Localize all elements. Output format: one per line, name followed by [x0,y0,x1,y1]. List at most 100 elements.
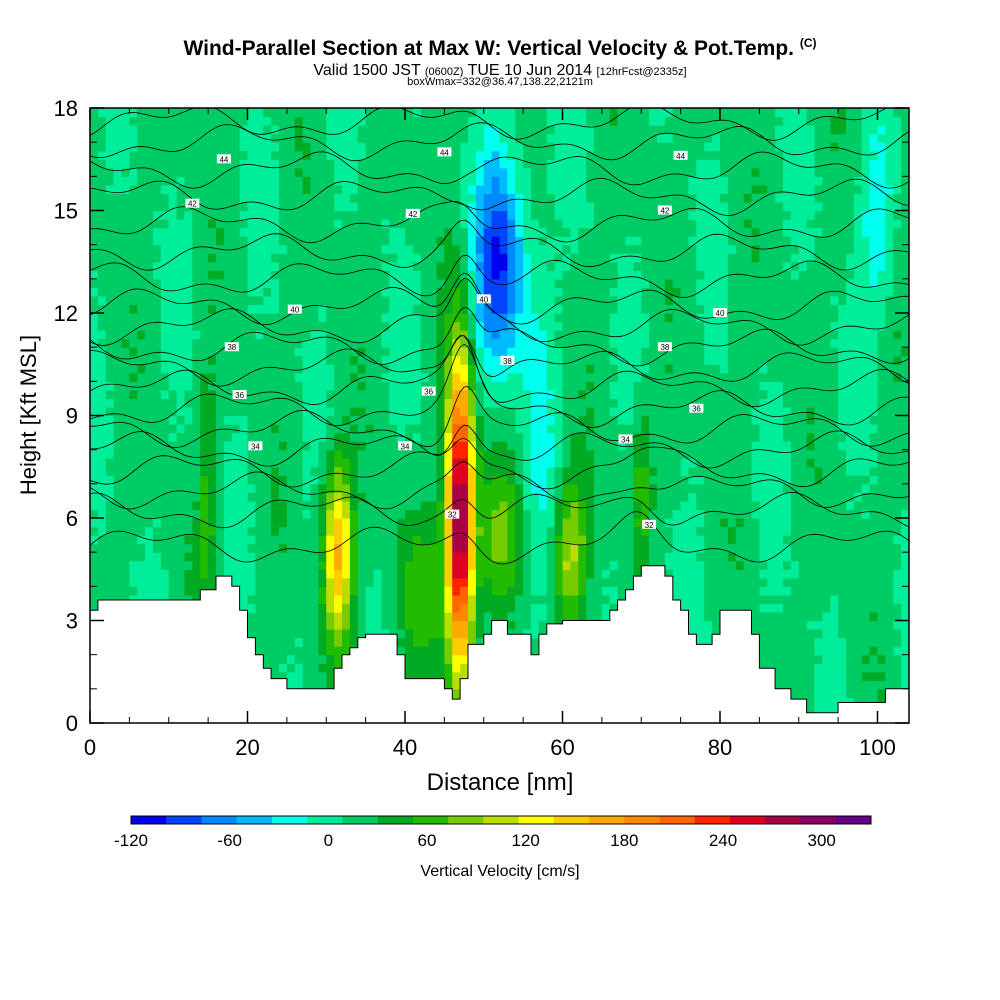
velocity-cell [342,287,351,297]
velocity-cell [239,381,249,391]
velocity-cell [365,475,375,485]
velocity-cell [365,415,375,425]
velocity-cell [483,210,493,220]
velocity-cell [609,526,619,536]
velocity-cell [373,184,382,195]
velocity-cell [90,500,99,511]
velocity-cell [145,330,154,340]
velocity-cell [153,509,162,519]
velocity-cell [373,483,382,493]
velocity-cell [168,201,178,212]
velocity-cell [247,236,256,246]
velocity-cell [357,424,367,434]
velocity-cell [255,629,264,639]
velocity-cell [617,475,627,485]
velocity-cell [452,398,461,408]
velocity-cell [515,372,524,382]
velocity-cell [562,150,571,160]
velocity-cell [460,466,469,476]
velocity-cell [271,594,280,605]
velocity-cell [223,227,233,237]
velocity-cell [216,313,225,323]
velocity-cell [90,364,99,374]
velocity-cell [515,569,524,579]
velocity-cell [255,500,264,511]
velocity-cell [326,680,335,690]
velocity-cell [381,295,390,306]
velocity-cell [294,637,304,647]
velocity-cell [412,184,422,195]
velocity-cell [570,338,579,348]
velocity-cell [184,500,193,511]
velocity-cell [145,261,154,271]
velocity-cell [381,193,390,203]
velocity-cell [570,432,579,442]
velocity-cell [444,663,453,673]
velocity-cell [326,236,335,246]
velocity-cell [145,295,154,306]
velocity-cell [160,415,170,425]
velocity-cell [444,338,453,348]
velocity-cell [263,586,272,596]
velocity-cell [499,552,508,562]
velocity-cell [468,184,477,195]
velocity-cell [531,629,540,639]
velocity-cell [475,424,485,434]
velocity-cell [326,398,335,408]
velocity-cell [271,509,280,519]
velocity-cell [570,201,579,212]
velocity-cell [223,492,233,502]
velocity-cell [381,176,390,186]
velocity-cell [302,475,312,485]
velocity-cell [326,629,335,639]
velocity-cell [239,150,249,160]
velocity-cell [168,184,178,195]
velocity-cell [625,406,634,417]
velocity-cell [334,449,343,459]
velocity-cell [436,594,445,605]
velocity-cell [586,509,595,519]
velocity-cell [153,227,162,237]
velocity-cell [601,176,611,186]
velocity-cell [562,372,571,382]
velocity-cell [633,509,642,519]
velocity-cell [145,441,154,451]
velocity-cell [601,150,611,160]
velocity-cell [499,295,508,306]
velocity-cell [578,167,587,177]
velocity-cell [216,552,225,562]
velocity-cell [405,330,414,340]
velocity-cell [531,620,540,630]
velocity-cell [357,108,367,118]
velocity-cell [310,355,319,365]
velocity-cell [515,321,524,331]
velocity-cell [184,526,193,536]
velocity-cell [491,150,501,160]
velocity-cell [475,483,485,493]
velocity-cell [491,133,501,143]
velocity-cell [436,116,445,126]
velocity-cell [342,500,351,511]
velocity-cell [405,432,414,442]
velocity-cell [349,586,359,596]
velocity-cell [200,125,209,135]
velocity-cell [491,432,501,442]
velocity-cell [216,159,225,169]
velocity-cell [334,287,343,297]
velocity-cell [271,577,280,587]
velocity-cell [145,509,154,519]
velocity-cell [468,466,477,476]
velocity-cell [223,278,233,288]
velocity-cell [153,577,162,587]
velocity-cell [546,441,556,451]
velocity-cell [617,483,627,493]
velocity-cell [405,193,414,203]
velocity-cell [381,142,390,152]
velocity-cell [90,108,99,118]
velocity-cell [113,475,123,485]
velocity-cell [365,176,375,186]
velocity-cell [365,535,375,545]
velocity-cell [452,466,461,476]
velocity-cell [625,133,634,143]
velocity-cell [381,560,390,570]
